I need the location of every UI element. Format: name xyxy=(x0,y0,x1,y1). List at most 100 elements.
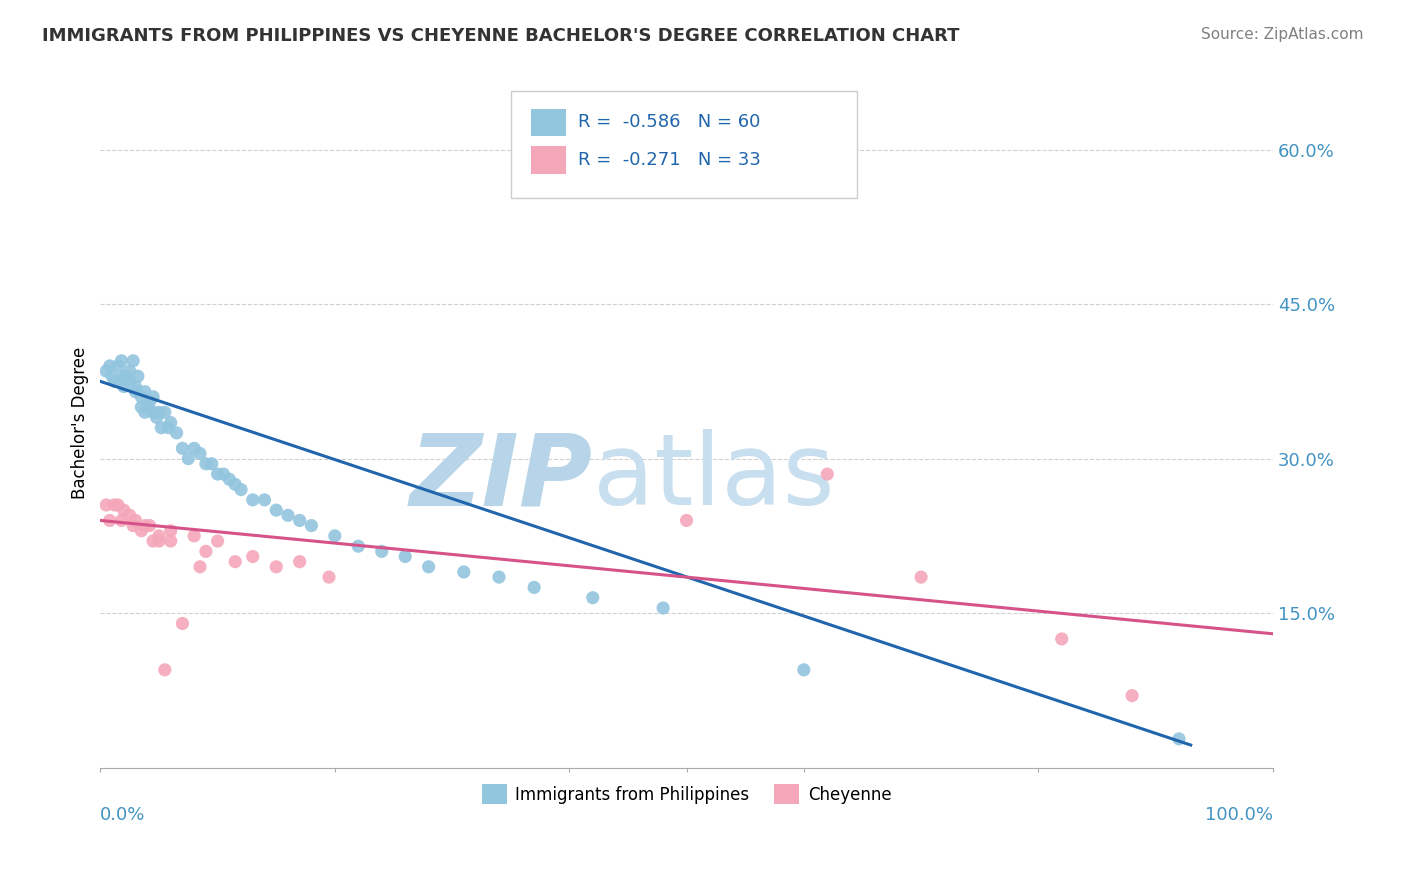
Point xyxy=(142,534,165,549)
Point xyxy=(253,492,276,507)
FancyBboxPatch shape xyxy=(510,91,856,198)
Point xyxy=(910,570,932,584)
Point xyxy=(159,524,181,538)
Point xyxy=(194,544,217,558)
Point xyxy=(142,390,165,404)
Point xyxy=(1168,731,1191,746)
Text: IMMIGRANTS FROM PHILIPPINES VS CHEYENNE BACHELOR'S DEGREE CORRELATION CHART: IMMIGRANTS FROM PHILIPPINES VS CHEYENNE … xyxy=(42,27,960,45)
Point xyxy=(134,384,156,399)
Point xyxy=(815,467,838,481)
Point xyxy=(148,529,170,543)
Point xyxy=(118,364,141,378)
Point xyxy=(347,539,370,553)
Point xyxy=(371,544,394,558)
Point xyxy=(112,379,135,393)
Point xyxy=(394,549,416,564)
Point xyxy=(153,405,176,419)
Point xyxy=(675,513,697,527)
Legend: Immigrants from Philippines, Cheyenne: Immigrants from Philippines, Cheyenne xyxy=(475,778,898,811)
Point xyxy=(103,498,125,512)
Point xyxy=(112,503,135,517)
Point xyxy=(107,375,129,389)
Y-axis label: Bachelor's Degree: Bachelor's Degree xyxy=(72,346,89,499)
Point xyxy=(793,663,815,677)
Point xyxy=(418,559,440,574)
Point xyxy=(124,379,146,393)
Point xyxy=(488,570,510,584)
Point xyxy=(138,395,160,409)
Point xyxy=(582,591,605,605)
Point xyxy=(242,492,264,507)
Point xyxy=(1121,689,1143,703)
Point xyxy=(145,410,167,425)
Point xyxy=(107,359,129,373)
Point xyxy=(96,498,118,512)
Point xyxy=(523,581,546,595)
FancyBboxPatch shape xyxy=(530,109,565,136)
Point xyxy=(96,364,118,378)
Point xyxy=(118,375,141,389)
Point xyxy=(98,359,121,373)
Point xyxy=(288,555,311,569)
Point xyxy=(166,425,188,440)
Point xyxy=(277,508,299,523)
Point xyxy=(229,483,252,497)
Point xyxy=(124,384,146,399)
Point xyxy=(318,570,340,584)
Point xyxy=(112,369,135,384)
Point xyxy=(159,416,181,430)
Point xyxy=(150,421,173,435)
Point xyxy=(212,467,235,481)
Text: 0.0%: 0.0% xyxy=(100,805,146,823)
Text: Source: ZipAtlas.com: Source: ZipAtlas.com xyxy=(1201,27,1364,42)
Point xyxy=(138,518,160,533)
Point xyxy=(131,524,153,538)
Point xyxy=(124,513,146,527)
Point xyxy=(652,601,675,615)
Point xyxy=(183,442,205,456)
Point xyxy=(131,400,153,414)
Point xyxy=(177,451,200,466)
Point xyxy=(242,549,264,564)
Point xyxy=(101,369,124,384)
Point xyxy=(115,369,138,384)
Point xyxy=(194,457,217,471)
Point xyxy=(264,559,287,574)
Point xyxy=(110,513,132,527)
Point xyxy=(107,498,129,512)
Point xyxy=(1050,632,1073,646)
Text: R =  -0.271   N = 33: R = -0.271 N = 33 xyxy=(578,152,761,169)
Point xyxy=(134,518,156,533)
Point xyxy=(148,405,170,419)
Text: atlas: atlas xyxy=(593,429,834,526)
Point xyxy=(224,477,246,491)
Point xyxy=(134,405,156,419)
Point xyxy=(122,353,145,368)
Point xyxy=(118,508,141,523)
Point xyxy=(188,559,211,574)
Point xyxy=(127,369,149,384)
Point xyxy=(157,421,180,435)
Point xyxy=(142,405,165,419)
Point xyxy=(183,529,205,543)
Point xyxy=(136,400,159,414)
Point xyxy=(153,663,176,677)
Point xyxy=(207,467,229,481)
Point xyxy=(110,353,132,368)
Point xyxy=(264,503,287,517)
Point xyxy=(148,534,170,549)
Point xyxy=(172,442,194,456)
FancyBboxPatch shape xyxy=(530,146,565,174)
Point xyxy=(224,555,246,569)
Point xyxy=(201,457,224,471)
Point xyxy=(299,518,322,533)
Point xyxy=(122,518,145,533)
Point xyxy=(103,375,125,389)
Point xyxy=(288,513,311,527)
Text: ZIP: ZIP xyxy=(409,429,593,526)
Point xyxy=(218,472,240,486)
Point xyxy=(172,616,194,631)
Point xyxy=(323,529,346,543)
Point xyxy=(453,565,475,579)
Text: R =  -0.586   N = 60: R = -0.586 N = 60 xyxy=(578,113,759,131)
